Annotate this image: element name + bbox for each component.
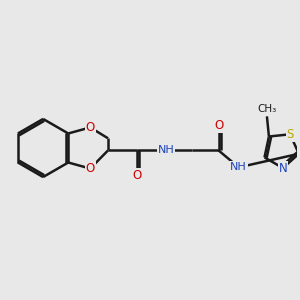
Text: CH₃: CH₃ [257, 104, 277, 114]
Text: O: O [85, 162, 95, 175]
Text: O: O [85, 121, 95, 134]
Text: NH: NH [158, 146, 175, 155]
Text: O: O [132, 169, 142, 182]
Text: S: S [286, 128, 294, 141]
Text: N: N [279, 162, 287, 175]
Text: O: O [214, 119, 223, 132]
Text: NH: NH [230, 162, 247, 172]
